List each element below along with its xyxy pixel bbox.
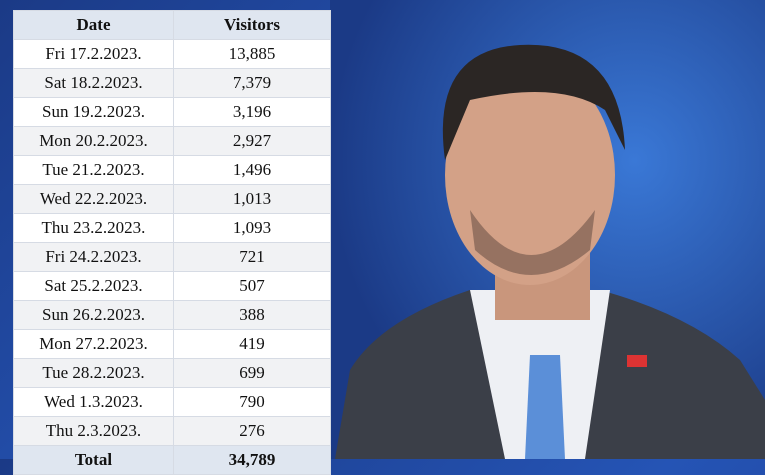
header-cell: Date — [13, 10, 174, 40]
visitors-cell: 7,379 — [173, 68, 331, 98]
date-cell: Thu 2.3.2023. — [13, 416, 174, 446]
table-row: Wed 1.3.2023. 790 — [13, 387, 331, 417]
date-cell: Sun 26.2.2023. — [13, 300, 174, 330]
table-row: Mon 27.2.2023. 419 — [13, 329, 331, 359]
total-cell: 34,789 — [173, 445, 331, 475]
total-row: Total 34,789 — [13, 445, 331, 475]
visitors-cell: 699 — [173, 358, 331, 388]
date-cell: Tue 28.2.2023. — [13, 358, 174, 388]
date-cell: Wed 22.2.2023. — [13, 184, 174, 214]
table-row: Wed 22.2.2023. 1,013 — [13, 184, 331, 214]
table-row: Sun 26.2.2023. 388 — [13, 300, 331, 330]
table-row: Sat 25.2.2023. 507 — [13, 271, 331, 301]
date-cell: Mon 20.2.2023. — [13, 126, 174, 156]
beard — [470, 210, 595, 275]
date-cell: Wed 1.3.2023. — [13, 387, 174, 417]
visitors-cell: 790 — [173, 387, 331, 417]
date-cell: Mon 27.2.2023. — [13, 329, 174, 359]
date-cell: Sat 18.2.2023. — [13, 68, 174, 98]
table-body: Fri 17.2.2023. 13,885 Sat 18.2.2023. 7,379 S… — [13, 39, 331, 446]
visitors-table: Date Visitors Fri 17.2.2023. 13,885 Sat 18.… — [13, 10, 331, 475]
table-row: Sat 18.2.2023. 7,379 — [13, 68, 331, 98]
table-row: Thu 23.2.2023. 1,093 — [13, 213, 331, 243]
visitors-cell: 1,496 — [173, 155, 331, 185]
visitors-cell: 1,013 — [173, 184, 331, 214]
visitors-cell: 419 — [173, 329, 331, 359]
pin — [627, 355, 647, 367]
date-cell: Sun 19.2.2023. — [13, 97, 174, 127]
portrait-photo — [330, 0, 765, 459]
visitors-cell: 507 — [173, 271, 331, 301]
table-row: Tue 28.2.2023. 699 — [13, 358, 331, 388]
hair — [442, 44, 625, 160]
table-row: Fri 17.2.2023. 13,885 — [13, 39, 331, 69]
table-row: Tue 21.2.2023. 1,496 — [13, 155, 331, 185]
date-cell: Tue 21.2.2023. — [13, 155, 174, 185]
total-cell: Total — [13, 445, 174, 475]
date-cell: Fri 17.2.2023. — [13, 39, 174, 69]
visitors-cell: 721 — [173, 242, 331, 272]
header-cell: Visitors — [173, 10, 331, 40]
face — [445, 65, 615, 285]
visitors-cell: 388 — [173, 300, 331, 330]
header-row: Date Visitors — [13, 10, 331, 40]
table-row: Fri 24.2.2023. 721 — [13, 242, 331, 272]
date-cell: Fri 24.2.2023. — [13, 242, 174, 272]
visitors-cell: 1,093 — [173, 213, 331, 243]
date-cell: Sat 25.2.2023. — [13, 271, 174, 301]
tie — [525, 355, 565, 459]
table-row: Sun 19.2.2023. 3,196 — [13, 97, 331, 127]
visitors-cell: 276 — [173, 416, 331, 446]
date-cell: Thu 23.2.2023. — [13, 213, 174, 243]
visitors-cell: 2,927 — [173, 126, 331, 156]
table-row: Mon 20.2.2023. 2,927 — [13, 126, 331, 156]
table-row: Thu 2.3.2023. 276 — [13, 416, 331, 446]
visitors-cell: 3,196 — [173, 97, 331, 127]
visitors-cell: 13,885 — [173, 39, 331, 69]
